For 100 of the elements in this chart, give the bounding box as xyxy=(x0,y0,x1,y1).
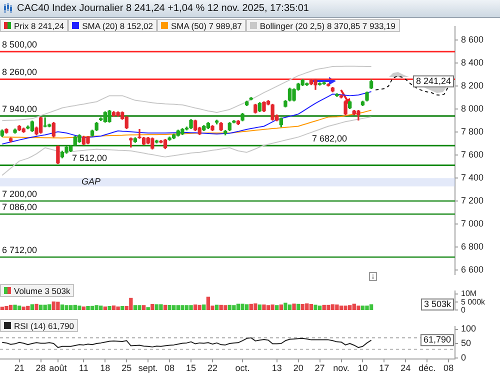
x-tick-label: déc. xyxy=(418,363,436,374)
bar xyxy=(138,305,142,310)
bar xyxy=(254,303,258,310)
y-tick-label: 6 800 xyxy=(461,242,484,252)
x-tick-label: 11 xyxy=(79,363,88,374)
bar xyxy=(146,307,150,310)
bar xyxy=(309,304,314,310)
bar xyxy=(214,304,219,310)
legend-label: RSI (14) 61,790 xyxy=(14,320,74,330)
y-tick-label: 8 400 xyxy=(461,58,484,68)
x-tick-label: sept. xyxy=(138,363,158,374)
ref-line-label: 7 200,00 xyxy=(2,189,38,200)
ref-line-label: 8 260,00 xyxy=(2,67,38,78)
bar xyxy=(90,306,94,310)
legend-label: SMA (50) 7 989,87 xyxy=(170,20,242,30)
x-tick-label: 08 xyxy=(164,363,175,374)
y-tick-label: 5 000k xyxy=(461,297,486,306)
bar xyxy=(64,305,68,310)
x-tick-label: nov. xyxy=(333,363,350,374)
bar xyxy=(154,304,159,310)
bar xyxy=(236,304,240,310)
bar xyxy=(163,304,168,310)
bar xyxy=(94,305,98,310)
bar xyxy=(288,304,292,310)
y-tick-label: 8 600 xyxy=(461,34,484,45)
bar xyxy=(292,304,296,310)
x-tick-label: 21 xyxy=(14,363,24,374)
bar xyxy=(335,304,339,310)
bar xyxy=(369,304,374,310)
legend-label: Volume 3 503k xyxy=(14,286,70,296)
bar xyxy=(270,304,274,310)
x-tick-label: 18 xyxy=(100,363,110,374)
chart-title: CAC40 Index Journalier 8 241,24 +1,04 % 12 nov. 2025, 17:35:01 xyxy=(17,3,309,14)
bar xyxy=(60,304,64,310)
bar xyxy=(4,306,8,310)
bar xyxy=(17,306,22,310)
bar xyxy=(86,306,90,310)
y-tick-label: 7 800 xyxy=(461,126,484,137)
bar xyxy=(284,302,288,310)
y-tick-label: 7 600 xyxy=(461,150,484,160)
x-tick-label: 27 xyxy=(314,363,325,374)
bar xyxy=(38,304,43,310)
bar xyxy=(339,306,344,310)
bar xyxy=(344,306,348,310)
bar xyxy=(365,306,369,310)
bar xyxy=(43,304,47,310)
annotation: 3 503k xyxy=(424,299,452,310)
bar xyxy=(133,305,138,310)
y-tick-label: 7 000 xyxy=(461,218,484,229)
bar xyxy=(78,306,82,310)
annotation: 8 241,24 xyxy=(416,76,452,86)
annotation: 61,790 xyxy=(423,334,451,345)
bar xyxy=(56,302,60,310)
y-tick-label: 50 xyxy=(461,338,472,348)
bar xyxy=(326,304,330,310)
bar xyxy=(99,306,103,310)
bar xyxy=(142,305,146,310)
x-tick-label: 28 xyxy=(36,363,46,374)
bar xyxy=(296,304,300,310)
bar xyxy=(314,304,318,310)
bar xyxy=(168,305,172,310)
y-tick-label: 0 xyxy=(461,352,466,362)
bar xyxy=(318,306,322,310)
x-tick-label: août xyxy=(49,363,68,374)
x-tick-label: 15 xyxy=(186,363,196,374)
y-tick-label: 10M xyxy=(461,289,477,298)
x-tick-label: 10 xyxy=(358,363,368,374)
bar xyxy=(13,304,17,310)
ref-line-label: 7 682,00 xyxy=(312,134,348,144)
ref-line-label: 7 086,00 xyxy=(2,202,38,212)
bar xyxy=(322,304,326,310)
bar xyxy=(300,304,304,310)
bar xyxy=(159,304,163,310)
x-tick-label: 20 xyxy=(293,363,304,374)
bar xyxy=(305,303,309,310)
bar xyxy=(258,304,262,310)
bar xyxy=(279,304,283,310)
candlestick xyxy=(43,117,47,128)
bar xyxy=(202,304,206,310)
bar xyxy=(232,305,236,310)
y-tick-label: 7 400 xyxy=(461,172,484,183)
bar xyxy=(73,304,77,310)
bar xyxy=(103,306,107,310)
x-tick-label: 13 xyxy=(272,363,282,374)
bar xyxy=(275,305,279,310)
y-tick-label: 100 xyxy=(461,324,476,334)
bar xyxy=(206,296,210,310)
bar xyxy=(108,306,112,310)
bar xyxy=(150,304,154,310)
ref-line-label: 6 712,00 xyxy=(2,245,38,256)
bar xyxy=(266,305,270,310)
x-tick-label: 24 xyxy=(400,363,411,374)
bar xyxy=(82,306,86,310)
y-tick-label: 7 200 xyxy=(461,196,484,206)
bar xyxy=(240,304,244,310)
bar xyxy=(262,304,266,310)
legend-label: SMA (20) 8 152,02 xyxy=(82,20,153,30)
y-tick-label: 6 600 xyxy=(461,264,484,274)
bar xyxy=(198,304,202,310)
bar xyxy=(120,306,124,310)
